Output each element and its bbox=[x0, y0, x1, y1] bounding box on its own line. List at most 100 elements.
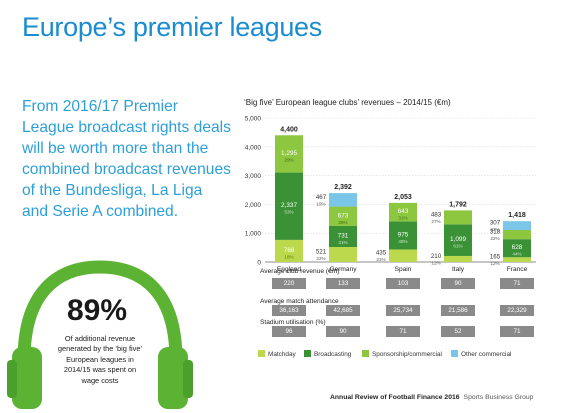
bar-pct-label: 31% bbox=[338, 240, 347, 245]
bar-total-label: 2,053 bbox=[394, 194, 412, 201]
bar-segment bbox=[503, 230, 531, 240]
stats-cell: 36,163 bbox=[272, 305, 306, 316]
legend-label: Other commercial bbox=[461, 351, 512, 358]
x-tick-label: France bbox=[507, 266, 528, 273]
legend-swatch bbox=[258, 350, 265, 357]
stat-value: 89% bbox=[66, 294, 128, 327]
bar-pct-label: 44% bbox=[512, 252, 521, 257]
stats-cell: 71 bbox=[386, 326, 420, 337]
bar-segment bbox=[389, 221, 417, 250]
bar-value-label: 318 bbox=[490, 229, 501, 236]
bar-value-label: 731 bbox=[338, 232, 349, 239]
stats-cell: 21,586 bbox=[441, 305, 475, 316]
legend-swatch bbox=[304, 350, 311, 357]
x-tick-label: Italy bbox=[452, 266, 465, 273]
y-tick-label: 3,000 bbox=[245, 173, 262, 180]
bar-value-label: 768 bbox=[284, 247, 295, 254]
stats-row-label: Average match attendance bbox=[260, 298, 339, 305]
bar-value-label: 1,295 bbox=[281, 150, 297, 157]
footer-source: Sports Business Group bbox=[463, 394, 534, 401]
stats-row-label: Average club revenue (€m) bbox=[260, 268, 340, 275]
bar-value-label: 643 bbox=[398, 208, 409, 215]
bar-segment bbox=[444, 255, 472, 262]
legend-label: Broadcasting bbox=[314, 351, 352, 358]
stats-cell: 90 bbox=[326, 326, 360, 337]
bar-pct-label: 12% bbox=[490, 261, 499, 266]
stats-cell: 52 bbox=[441, 326, 475, 337]
stats-cell: 133 bbox=[326, 278, 360, 289]
bar-pct-label: 21% bbox=[376, 257, 385, 262]
y-tick-label: 2,000 bbox=[245, 202, 262, 209]
bar-segment bbox=[503, 221, 531, 231]
y-tick-label: 4,000 bbox=[245, 144, 262, 151]
bar-segment bbox=[329, 225, 357, 247]
x-tick-label: Spain bbox=[395, 266, 412, 273]
bar-value-label: 483 bbox=[431, 211, 442, 218]
bar-total-label: 4,400 bbox=[280, 126, 298, 133]
bar-segment bbox=[329, 246, 357, 262]
bar-pct-label: 27% bbox=[431, 219, 440, 224]
stats-cell: 22,329 bbox=[500, 305, 534, 316]
bar-total-label: 1,792 bbox=[449, 201, 467, 208]
stats-cell: 71 bbox=[500, 278, 534, 289]
bar-pct-label: 22% bbox=[490, 236, 499, 241]
bar-pct-label: 31% bbox=[398, 216, 407, 221]
stats-cell: 103 bbox=[386, 278, 420, 289]
legend-swatch bbox=[451, 350, 458, 357]
legend-item-broadcasting: Broadcasting bbox=[304, 350, 351, 358]
bar-value-label: 975 bbox=[398, 231, 409, 238]
y-tick-label: 1,000 bbox=[245, 231, 262, 238]
legend-item-sponsorship: Sponsorship/commercial bbox=[362, 350, 442, 358]
bar-segment bbox=[389, 249, 417, 262]
bar-value-label: 435 bbox=[376, 250, 387, 257]
bar-segment bbox=[444, 224, 472, 256]
footer-report: Annual Review of Football Finance 2016 bbox=[330, 394, 460, 401]
stats-cell: 220 bbox=[272, 278, 306, 289]
stats-cell: 42,685 bbox=[326, 305, 360, 316]
bar-value-label: 210 bbox=[431, 253, 442, 260]
bar-pct-label: 12% bbox=[431, 260, 440, 265]
stats-cell: 90 bbox=[441, 278, 475, 289]
bar-value-label: 673 bbox=[338, 212, 349, 219]
legend-item-other: Other commercial bbox=[451, 350, 511, 358]
y-tick-label: 0 bbox=[257, 260, 261, 267]
bar-value-label: 165 bbox=[490, 254, 501, 261]
bar-pct-label: 48% bbox=[398, 239, 407, 244]
bar-pct-label: 28% bbox=[338, 220, 347, 225]
bar-pct-label: 18% bbox=[284, 254, 293, 259]
bar-total-label: 1,418 bbox=[508, 212, 526, 219]
bar-value-label: 307 bbox=[490, 220, 501, 227]
stats-row-label: Stadium utilisation (%) bbox=[260, 319, 326, 326]
legend-label: Matchday bbox=[268, 351, 296, 358]
chart-title: ‘Big five’ European league clubs’ revenu… bbox=[244, 98, 451, 107]
y-tick-label: 5,000 bbox=[245, 116, 262, 123]
bar-total-label: 2,392 bbox=[334, 184, 352, 191]
x-tick-label: England bbox=[277, 266, 302, 273]
bar-value-label: 2,337 bbox=[281, 202, 297, 209]
bar-value-label: 1,099 bbox=[450, 236, 466, 243]
bar-segment bbox=[503, 257, 531, 262]
bar-segment bbox=[503, 239, 531, 258]
bar-segment bbox=[329, 206, 357, 226]
bar-pct-label: 53% bbox=[284, 210, 293, 215]
bar-value-label: 628 bbox=[512, 244, 523, 251]
footer: Annual Review of Football Finance 2016 Sp… bbox=[330, 394, 533, 401]
bar-value-label: 521 bbox=[316, 248, 327, 255]
bar-segment bbox=[329, 193, 357, 207]
bar-segment bbox=[389, 202, 417, 222]
stats-cell: 96 bbox=[272, 326, 306, 337]
bar-segment bbox=[444, 210, 472, 225]
bar-segment bbox=[275, 135, 303, 173]
legend-item-matchday: Matchday bbox=[258, 350, 296, 358]
intro-text: From 2016/17 Premier League broadcast ri… bbox=[22, 98, 231, 220]
bar-segment bbox=[275, 239, 303, 262]
bar-segment bbox=[275, 172, 303, 240]
x-tick-label: Germany bbox=[329, 266, 357, 273]
bar-value-label: 467 bbox=[316, 194, 327, 201]
bar-pct-label: 29% bbox=[284, 157, 293, 162]
bar-pct-label: 19% bbox=[316, 201, 325, 206]
bar-pct-label: 61% bbox=[453, 244, 462, 249]
page-title: Europe’s premier leagues bbox=[22, 12, 322, 42]
stats-cell: 71 bbox=[500, 326, 534, 337]
